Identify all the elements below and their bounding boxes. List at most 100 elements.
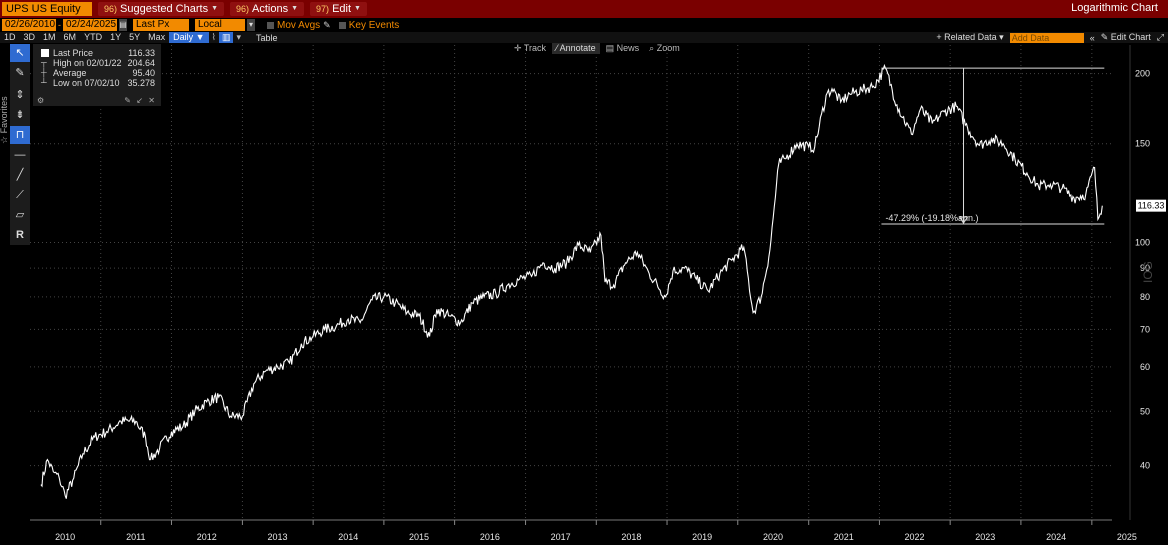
chevron-down-icon[interactable]: ▾: [236, 32, 241, 42]
y-tick-label: 50: [1140, 406, 1150, 416]
right-tools: + Related Data ▾ Add Data « ✎ Edit Chart…: [936, 32, 1164, 43]
collapse-icon[interactable]: «: [1089, 32, 1095, 43]
annotate-button[interactable]: ⁄ Annotate: [552, 43, 600, 54]
y-tick-label: 200: [1135, 69, 1150, 79]
suggested-charts-button[interactable]: 96) Suggested Charts ▼: [98, 2, 225, 16]
news-icon: ▤: [605, 43, 615, 53]
chevron-down-icon: ▼: [354, 5, 361, 12]
collapse-icon[interactable]: ↙: [136, 96, 143, 105]
start-date-input[interactable]: 02/26/2010: [2, 19, 56, 31]
x-tick-label: 2021: [834, 532, 854, 542]
related-data-button[interactable]: + Related Data ▾: [936, 32, 1004, 42]
field-select[interactable]: Last Px: [133, 19, 189, 31]
legend-low: ┴ Low on 07/02/10 35.278: [39, 78, 157, 88]
legend-swatch: [41, 49, 49, 57]
table-tab[interactable]: Table: [256, 32, 278, 43]
timeframe-1y[interactable]: 1Y: [110, 32, 122, 42]
timeframe-1m[interactable]: 1M: [43, 32, 56, 42]
crosshair-icon: ✛: [514, 43, 522, 53]
horizontal-line-icon[interactable]: —: [14, 149, 26, 161]
expand-icon[interactable]: ⤢: [1156, 32, 1164, 42]
edit-button[interactable]: 97) Edit ▼: [310, 2, 367, 16]
timeframe-6m[interactable]: 6M: [63, 32, 77, 42]
end-date-input[interactable]: 02/24/2025: [63, 19, 117, 31]
checkbox-icon: [267, 21, 274, 29]
x-tick-label: 2017: [551, 532, 571, 542]
legend-last-price: Last Price 116.33: [39, 48, 157, 58]
add-data-input[interactable]: Add Data: [1009, 32, 1084, 43]
trend-line-icon[interactable]: ╱: [16, 169, 24, 181]
chart-mode-label: Logarithmic Chart: [1071, 2, 1158, 14]
cursor-icon[interactable]: ↖: [10, 44, 30, 62]
bracket-tool-icon[interactable]: ⊓: [10, 126, 30, 144]
news-label: News: [616, 43, 640, 53]
key-events-label: Key Events: [348, 19, 400, 31]
menu-number: 96): [236, 4, 250, 14]
menu-label: Edit: [332, 3, 352, 15]
star-icon: ☆: [0, 135, 9, 144]
x-tick-label: 2025: [1117, 532, 1137, 542]
currency-select[interactable]: Local CCY: [195, 19, 245, 42]
zoom-button[interactable]: ⌕ Zoom: [645, 43, 684, 54]
menu-label: Actions: [252, 3, 289, 15]
news-button[interactable]: ▤ News: [602, 43, 644, 54]
y-tick-label: 80: [1140, 292, 1150, 302]
frequency-label: Daily: [173, 32, 194, 42]
timeframe-ytd[interactable]: YTD: [84, 32, 103, 42]
chevron-down-icon: ▼: [291, 5, 299, 12]
key-events-toggle[interactable]: Key Events: [338, 19, 400, 31]
legend-value: 95.40: [132, 68, 155, 78]
close-icon[interactable]: ✕: [148, 96, 155, 105]
bar-chart-icon[interactable]: ▥: [218, 32, 234, 43]
x-tick-label: 2010: [55, 532, 75, 542]
y-tick-label: 90: [1140, 263, 1150, 273]
chevron-down-icon[interactable]: ▾: [247, 19, 255, 31]
channel-tool-icon[interactable]: ▱: [15, 209, 25, 221]
favorites-tab[interactable]: ☆ Favorites: [0, 96, 10, 144]
pen-icon[interactable]: ✎: [15, 67, 25, 79]
menu-label: Suggested Charts: [120, 3, 209, 15]
price-tool-icon[interactable]: ⇟: [15, 109, 25, 121]
timeframe-5y[interactable]: 5Y: [129, 32, 141, 42]
pencil-icon[interactable]: ✎: [124, 96, 131, 105]
controls-bar: 02/26/2010 - 02/24/2025 ▤ Last Px Local …: [0, 18, 1168, 42]
timeframe-3d[interactable]: 3D: [23, 32, 36, 42]
track-button[interactable]: ✛ Track: [510, 43, 550, 54]
y-tick-label: 70: [1140, 324, 1150, 334]
y-tick-label: 100: [1135, 237, 1150, 247]
edit-chart-button[interactable]: ✎ Edit Chart: [1100, 32, 1151, 42]
x-tick-label: 2014: [338, 532, 358, 542]
legend-panel: Last Price 116.33 ┬ High on 02/01/22 204…: [33, 44, 161, 106]
pencil-icon[interactable]: ✎: [323, 19, 331, 30]
actions-button[interactable]: 96) Actions ▼: [230, 2, 305, 16]
mov-avgs-toggle[interactable]: Mov Avgs ✎: [267, 20, 331, 31]
y-tick-label: 150: [1135, 139, 1150, 149]
menu-number: 97): [316, 4, 330, 14]
legend-value: 116.33: [128, 48, 155, 58]
timeframe-max[interactable]: Max: [148, 32, 166, 42]
timeframe-1d[interactable]: 1D: [4, 32, 16, 42]
ticker-input[interactable]: UPS US Equity: [2, 2, 92, 16]
x-tick-label: 2020: [763, 532, 783, 542]
x-tick-label: 2022: [904, 532, 924, 542]
y-tick-label: 40: [1140, 461, 1150, 471]
calendar-icon[interactable]: ▤: [119, 19, 127, 31]
ray-line-icon[interactable]: ⟋: [16, 189, 24, 201]
x-tick-label: 2013: [267, 532, 287, 542]
mov-avgs-label: Mov Avgs: [277, 19, 321, 31]
frequency-select[interactable]: Daily ▼: [169, 32, 209, 43]
drawdown-label: -47.29% (-19.18%ann.): [885, 213, 978, 223]
legend-label: High on 02/01/22: [53, 58, 122, 68]
x-tick-label: 2023: [975, 532, 995, 542]
gear-icon[interactable]: ⚙: [37, 96, 45, 105]
line-chart-icon[interactable]: ⌇: [211, 32, 216, 42]
zoom-label: Zoom: [656, 43, 680, 53]
legend-value: 204.64: [127, 58, 155, 68]
side-axis-label: IOG: [1141, 261, 1155, 283]
percent-tool-icon[interactable]: ⇕: [15, 89, 25, 101]
regression-tool-icon[interactable]: R: [16, 229, 24, 241]
favorites-label: Favorites: [0, 96, 9, 134]
menu-number: 96): [104, 4, 118, 14]
